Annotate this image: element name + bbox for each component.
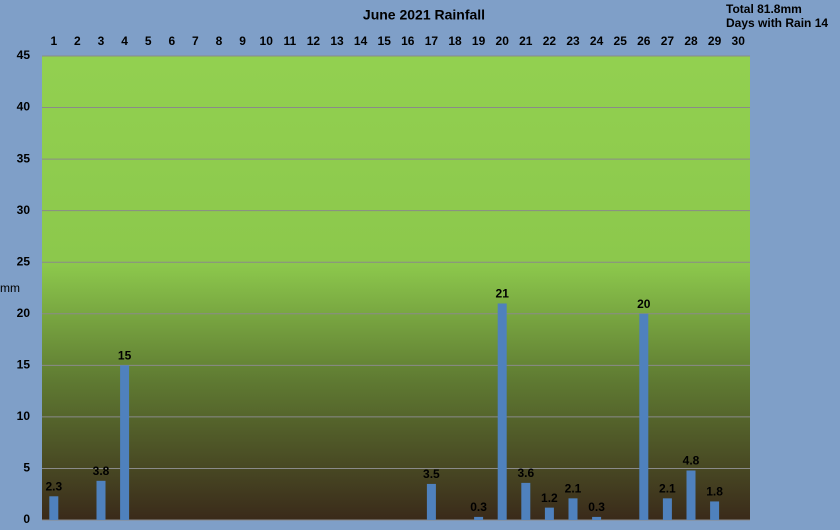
data-label: 20 [637, 297, 651, 311]
bar [521, 482, 531, 520]
x-tick-label: 14 [354, 34, 368, 48]
bar [49, 496, 59, 520]
x-tick-label: 18 [448, 34, 462, 48]
y-tick-label: 40 [17, 100, 31, 114]
x-tick-label: 21 [519, 34, 533, 48]
x-tick-label: 12 [307, 34, 321, 48]
x-tick-label: 2 [74, 34, 81, 48]
bar [686, 470, 696, 520]
x-tick-label: 15 [378, 34, 392, 48]
x-tick-label: 4 [121, 34, 128, 48]
annotation: Days with Rain 14 [726, 16, 828, 30]
x-tick-label: 27 [661, 34, 675, 48]
bar [592, 516, 602, 520]
x-tick-label: 16 [401, 34, 415, 48]
data-label: 3.5 [423, 467, 440, 481]
x-tick-label: 20 [496, 34, 510, 48]
x-tick-label: 30 [732, 34, 746, 48]
x-tick-label: 24 [590, 34, 604, 48]
x-tick-label: 22 [543, 34, 557, 48]
x-tick-label: 5 [145, 34, 152, 48]
x-tick-label: 3 [98, 34, 105, 48]
y-tick-label: 0 [23, 512, 30, 526]
data-label: 15 [118, 349, 132, 363]
data-label: 2.1 [565, 482, 582, 496]
x-tick-label: 28 [684, 34, 698, 48]
bar [96, 480, 106, 520]
y-tick-label: 25 [17, 254, 31, 268]
y-tick-label: 45 [17, 48, 31, 62]
data-label: 3.6 [517, 466, 534, 480]
x-tick-label: 13 [330, 34, 344, 48]
x-tick-label: 29 [708, 34, 722, 48]
bar [474, 516, 484, 520]
x-tick-label: 8 [216, 34, 223, 48]
data-label: 0.3 [588, 500, 605, 514]
x-tick-label: 11 [283, 34, 296, 48]
bar [568, 498, 578, 520]
bar [662, 498, 672, 520]
y-tick-label: 15 [17, 358, 31, 372]
y-tick-label: 10 [17, 409, 31, 423]
y-tick-label: 5 [23, 461, 30, 475]
x-tick-label: 7 [192, 34, 199, 48]
bar [544, 507, 554, 520]
bar [497, 303, 507, 520]
x-tick-label: 17 [425, 34, 439, 48]
data-label: 0.3 [470, 500, 487, 514]
y-tick-label: 35 [17, 151, 31, 165]
x-tick-label: 26 [637, 34, 651, 48]
data-label: 21 [496, 287, 510, 301]
bar [120, 365, 130, 520]
annotation: Total 81.8mm [726, 2, 802, 16]
data-label: 1.2 [541, 491, 558, 505]
bar [710, 501, 720, 520]
y-tick-label: 30 [17, 203, 31, 217]
bar [426, 483, 436, 520]
x-tick-label: 1 [50, 34, 57, 48]
chart-title: June 2021 Rainfall [363, 7, 485, 23]
bar [639, 313, 649, 520]
data-label: 2.1 [659, 482, 676, 496]
y-tick-label: 20 [17, 306, 31, 320]
data-label: 1.8 [706, 485, 723, 499]
x-tick-label: 6 [168, 34, 175, 48]
x-tick-label: 10 [260, 34, 274, 48]
x-tick-label: 19 [472, 34, 486, 48]
data-label: 2.3 [45, 479, 62, 493]
x-tick-label: 25 [614, 34, 628, 48]
x-tick-label: 23 [566, 34, 580, 48]
x-tick-label: 9 [239, 34, 246, 48]
data-label: 4.8 [683, 454, 700, 468]
plot-area [42, 56, 750, 520]
y-axis-label: mm [0, 281, 20, 295]
data-label: 3.8 [93, 464, 110, 478]
